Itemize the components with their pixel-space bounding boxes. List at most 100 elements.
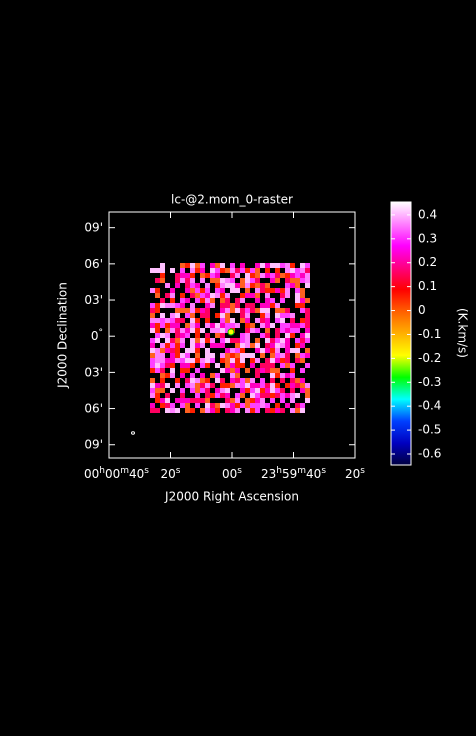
raster-cell bbox=[160, 318, 165, 323]
raster-cell bbox=[260, 403, 265, 408]
raster-cell bbox=[215, 343, 220, 348]
raster-cell bbox=[215, 408, 220, 413]
raster-cell bbox=[270, 383, 275, 388]
raster-cell bbox=[285, 308, 290, 313]
raster-cell bbox=[180, 343, 185, 348]
raster-cell bbox=[230, 368, 235, 373]
raster-cell bbox=[245, 408, 250, 413]
raster-cell bbox=[155, 318, 160, 323]
raster-cell bbox=[175, 398, 180, 403]
raster-cell bbox=[280, 373, 285, 378]
raster-cell bbox=[295, 408, 300, 413]
raster-cell bbox=[270, 263, 275, 268]
raster-cell bbox=[260, 363, 265, 368]
raster-cell bbox=[220, 383, 225, 388]
raster-cell bbox=[290, 363, 295, 368]
raster-cell bbox=[225, 298, 230, 303]
raster-cell bbox=[245, 323, 250, 328]
raster-cell bbox=[185, 333, 190, 338]
raster-cell bbox=[290, 333, 295, 338]
raster-cell bbox=[205, 408, 210, 413]
raster-cell bbox=[215, 403, 220, 408]
raster-cell bbox=[175, 348, 180, 353]
raster-cell bbox=[240, 343, 245, 348]
raster-cell bbox=[250, 388, 255, 393]
raster-cell bbox=[285, 268, 290, 273]
raster-cell bbox=[195, 318, 200, 323]
raster-cell bbox=[305, 268, 310, 273]
raster-cell bbox=[205, 308, 210, 313]
raster-cell bbox=[160, 268, 165, 273]
raster-cell bbox=[235, 348, 240, 353]
raster-cell bbox=[265, 293, 270, 298]
raster-cell bbox=[190, 268, 195, 273]
raster-cell bbox=[255, 368, 260, 373]
raster-cell bbox=[235, 343, 240, 348]
raster-cell bbox=[175, 353, 180, 358]
raster-cell bbox=[210, 278, 215, 283]
raster-cell bbox=[180, 303, 185, 308]
raster-cell bbox=[255, 298, 260, 303]
raster-cell bbox=[255, 373, 260, 378]
raster-cell bbox=[215, 283, 220, 288]
raster-cell bbox=[180, 328, 185, 333]
raster-cell bbox=[210, 273, 215, 278]
raster-cell bbox=[180, 273, 185, 278]
raster-cell bbox=[255, 318, 260, 323]
x-axis-label: J2000 Right Ascension bbox=[164, 490, 299, 504]
raster-cell bbox=[225, 393, 230, 398]
raster-cell bbox=[155, 358, 160, 363]
raster-cell bbox=[160, 378, 165, 383]
raster-cell bbox=[235, 358, 240, 363]
raster-cell bbox=[210, 403, 215, 408]
raster-cell bbox=[210, 323, 215, 328]
raster-cell bbox=[180, 268, 185, 273]
raster-cell bbox=[160, 398, 165, 403]
raster-cell bbox=[195, 323, 200, 328]
raster-cell bbox=[160, 263, 165, 268]
raster-cell bbox=[275, 393, 280, 398]
raster-cell bbox=[225, 363, 230, 368]
raster-cell bbox=[265, 338, 270, 343]
raster-cell bbox=[165, 358, 170, 363]
raster-cell bbox=[265, 283, 270, 288]
colorbar-tick-label: 0.3 bbox=[418, 231, 437, 245]
raster-cell bbox=[290, 348, 295, 353]
raster-cell bbox=[245, 288, 250, 293]
raster-cell bbox=[180, 393, 185, 398]
raster-cell bbox=[275, 308, 280, 313]
raster-cell bbox=[285, 288, 290, 293]
raster-cell bbox=[180, 363, 185, 368]
raster-cell bbox=[185, 368, 190, 373]
raster-cell bbox=[270, 273, 275, 278]
raster-cell bbox=[255, 293, 260, 298]
raster-cell bbox=[195, 268, 200, 273]
raster-cell bbox=[185, 353, 190, 358]
raster-cell bbox=[195, 308, 200, 313]
raster-cell bbox=[190, 343, 195, 348]
x-tick-label: 00s bbox=[222, 466, 242, 480]
chart-title: lc-@2.mom_0-raster bbox=[171, 193, 293, 207]
colorbar-tick-label: -0.2 bbox=[418, 351, 441, 365]
raster-cell bbox=[240, 338, 245, 343]
raster-cell bbox=[175, 283, 180, 288]
raster-cell bbox=[275, 313, 280, 318]
raster-cell bbox=[300, 293, 305, 298]
raster-cell bbox=[225, 318, 230, 323]
raster-cell bbox=[260, 288, 265, 293]
raster-cell bbox=[150, 383, 155, 388]
raster-cell bbox=[180, 353, 185, 358]
raster-cell bbox=[265, 363, 270, 368]
raster-cell bbox=[220, 328, 225, 333]
raster-cell bbox=[285, 273, 290, 278]
raster-cell bbox=[240, 263, 245, 268]
raster-cell bbox=[300, 333, 305, 338]
raster-cell bbox=[195, 338, 200, 343]
raster-cell bbox=[195, 333, 200, 338]
raster-cell bbox=[245, 368, 250, 373]
raster-cell bbox=[230, 348, 235, 353]
raster-cell bbox=[225, 308, 230, 313]
raster-cell bbox=[245, 378, 250, 383]
raster-cell bbox=[185, 408, 190, 413]
raster-cell bbox=[250, 328, 255, 333]
